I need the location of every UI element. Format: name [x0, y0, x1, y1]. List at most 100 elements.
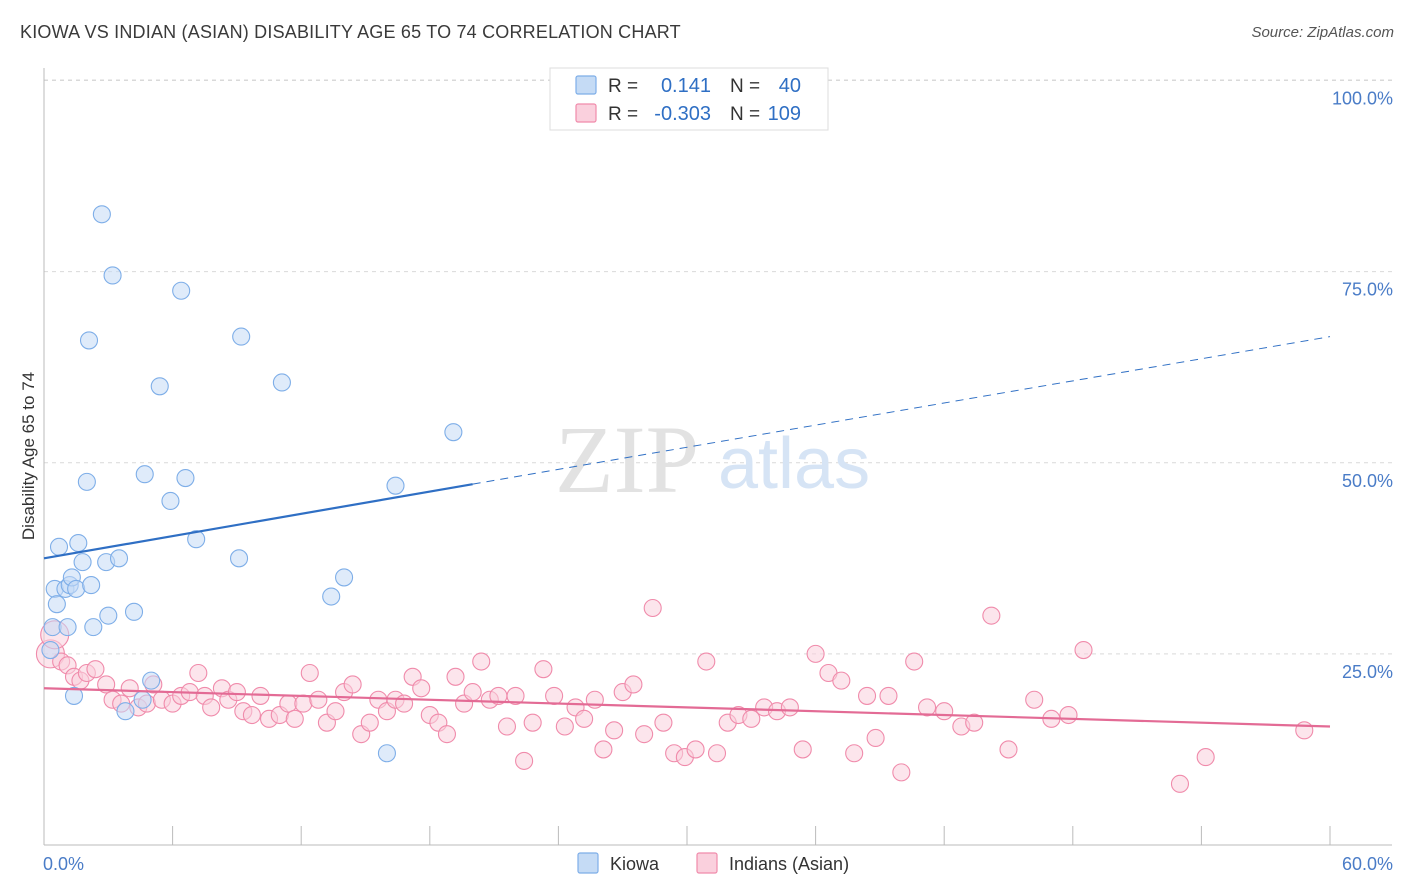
kiowa-point-0 — [41, 641, 60, 660]
indians-point-89 — [857, 686, 877, 705]
kiowa-point-36 — [335, 568, 354, 587]
kiowa-point-22 — [116, 702, 135, 721]
indians-point-75 — [686, 740, 705, 759]
kiowa-trend-extension — [472, 336, 1331, 485]
kiowa-point-37 — [377, 744, 396, 763]
indians-point-69 — [624, 675, 643, 694]
indians-point-30 — [279, 694, 298, 713]
legend-top: R = 0.141 N = 40 R = -0.303 N = 109 — [549, 67, 829, 131]
indians-point-102 — [1059, 705, 1078, 725]
indians-point-33 — [300, 663, 319, 683]
bottom-legend-label-indians: Indians (Asian) — [729, 854, 849, 874]
legend-n-value-kiowa: 40 — [779, 75, 801, 97]
indians-point-97 — [965, 713, 984, 732]
kiowa-point-3 — [47, 595, 66, 614]
kiowa-point-24 — [133, 690, 152, 709]
indians-point-77 — [707, 744, 727, 763]
indians-point-46 — [412, 679, 431, 698]
indians-point-19 — [189, 663, 208, 683]
bottom-legend-swatch-indians — [696, 852, 718, 874]
indians-point-40 — [360, 713, 379, 732]
indians-point-53 — [472, 652, 491, 671]
kiowa-point-14 — [79, 331, 99, 350]
kiowa-point-27 — [150, 377, 169, 396]
kiowa-point-31 — [187, 530, 206, 549]
legend-r-value-indians: -0.303 — [654, 103, 711, 125]
indians-point-24 — [227, 683, 246, 702]
watermark-atlas: atlas — [718, 424, 870, 504]
indians-point-26 — [242, 705, 261, 725]
indians-point-100 — [1025, 690, 1044, 709]
indians-point-32 — [294, 694, 313, 713]
trend-lines — [43, 336, 1331, 728]
y-tick-label-3: 25.0% — [1342, 662, 1393, 682]
indians-trend-line — [43, 687, 1331, 728]
kiowa-point-15 — [82, 576, 101, 595]
indians-point-44 — [395, 694, 414, 713]
indians-point-76 — [697, 652, 716, 671]
kiowa-point-19 — [99, 606, 118, 625]
indians-point-36 — [326, 702, 345, 721]
kiowa-point-21 — [109, 549, 129, 568]
indians-point-11 — [120, 679, 139, 698]
indians-point-87 — [832, 671, 851, 690]
indians-point-49 — [437, 725, 456, 744]
indians-point-90 — [866, 728, 885, 748]
watermark-zip: ZIP — [555, 406, 699, 513]
y-tick-label-2: 50.0% — [1342, 471, 1393, 491]
bottom-legend-swatch-kiowa — [577, 852, 599, 874]
x-tick-labels: 0.0% 60.0% — [43, 854, 1393, 874]
kiowa-point-6 — [58, 618, 77, 637]
indians-point-93 — [905, 652, 924, 671]
indians-point-8 — [97, 675, 116, 694]
indians-point-31 — [285, 709, 304, 728]
indians-point-66 — [594, 740, 613, 759]
y-tick-label-0: 100.0% — [1332, 89, 1393, 109]
y-tick-label-1: 75.0% — [1342, 280, 1393, 300]
kiowa-point-28 — [161, 491, 180, 511]
indians-point-38 — [343, 675, 362, 694]
indians-point-88 — [845, 744, 864, 763]
indians-point-92 — [892, 763, 911, 782]
indians-point-52 — [463, 683, 482, 702]
legend-n-label-kiowa: N = — [730, 76, 760, 97]
kiowa-point-38 — [386, 476, 405, 495]
indians-point-105 — [1196, 748, 1215, 767]
indians-point-72 — [654, 713, 673, 732]
kiowa-point-23 — [124, 602, 144, 621]
indians-point-94 — [918, 698, 937, 717]
indians-point-7 — [86, 660, 105, 679]
indians-point-99 — [999, 740, 1018, 759]
legend-swatch-kiowa — [575, 75, 597, 95]
indians-point-103 — [1074, 641, 1093, 660]
kiowa-point-4 — [49, 537, 69, 556]
legend-bottom: Kiowa Indians (Asian) — [577, 852, 849, 874]
indians-point-50 — [446, 667, 465, 686]
indians-point-62 — [555, 717, 574, 736]
chart-title: KIOWA VS INDIAN (ASIAN) DISABILITY AGE 6… — [20, 22, 681, 42]
indians-point-95 — [935, 702, 954, 721]
legend-r-label-indians: R = — [608, 104, 638, 125]
indians-point-60 — [534, 660, 553, 679]
x-tick-label-1: 60.0% — [1342, 854, 1393, 874]
indians-point-21 — [202, 698, 221, 717]
kiowa-point-1 — [43, 618, 62, 637]
legend-n-value-indians: 109 — [768, 103, 801, 125]
legend-n-label-indians: N = — [730, 104, 760, 125]
kiowa-point-32 — [229, 549, 249, 568]
indians-point-59 — [523, 713, 542, 732]
indians-point-56 — [497, 717, 517, 736]
source-label: Source: ZipAtlas.com — [1251, 24, 1394, 41]
indians-point-34 — [309, 690, 328, 709]
axes — [43, 68, 1392, 846]
legend-r-value-kiowa: 0.141 — [661, 75, 711, 97]
watermark: ZIP atlas — [555, 406, 870, 513]
kiowa-point-9 — [64, 686, 84, 705]
y-tick-labels: 100.0% 75.0% 50.0% 25.0% — [1332, 89, 1393, 682]
kiowa-point-39 — [444, 423, 463, 442]
kiowa-point-26 — [142, 671, 161, 690]
indians-point-98 — [982, 606, 1001, 625]
indians-point-106 — [1295, 721, 1314, 740]
kiowa-point-35 — [322, 587, 341, 606]
